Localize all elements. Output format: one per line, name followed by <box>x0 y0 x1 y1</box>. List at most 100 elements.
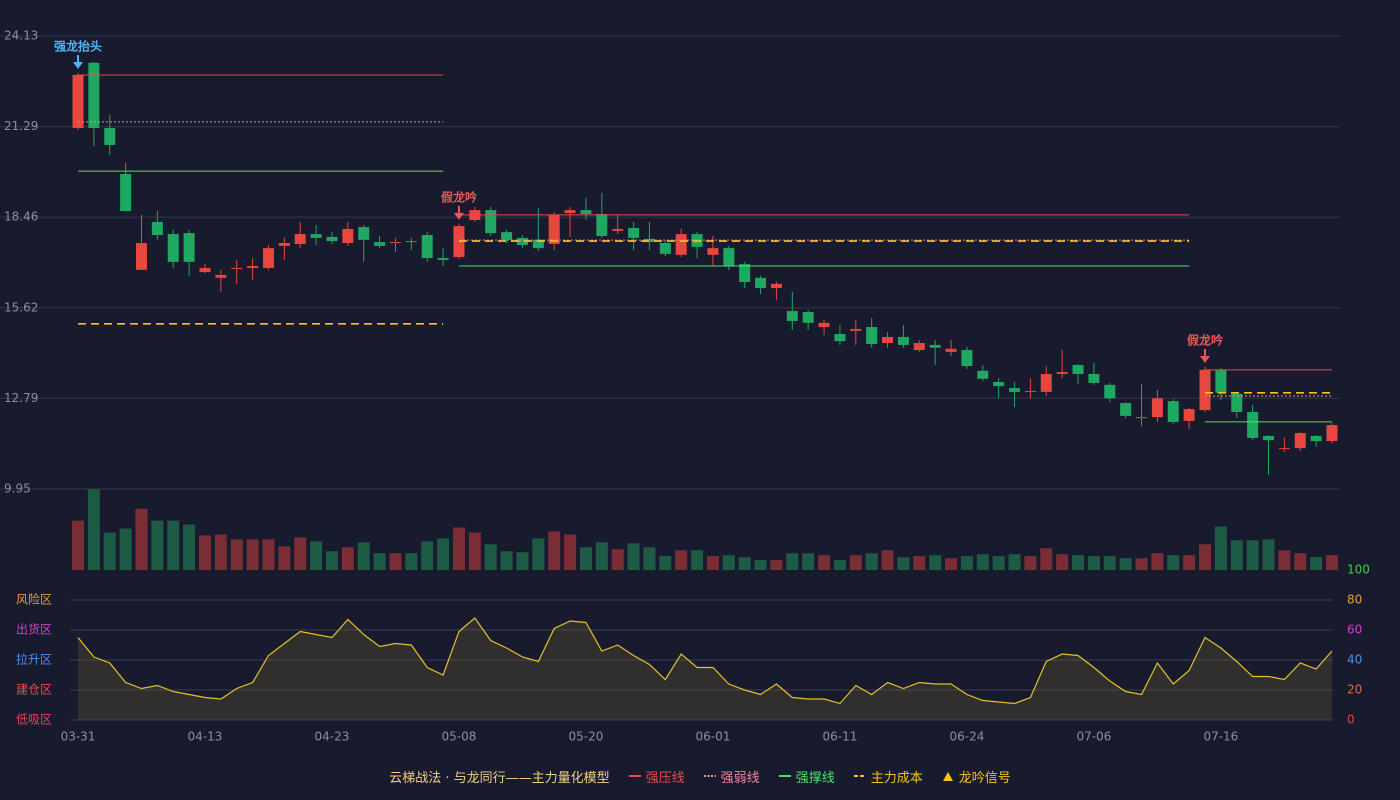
volume-bar <box>484 544 497 570</box>
candle-body <box>1151 398 1163 418</box>
legend-item: 龙吟信号 <box>941 767 1011 786</box>
candle-body <box>532 239 544 249</box>
legend-item: 强弱线 <box>703 767 760 786</box>
volume-bar <box>945 558 958 570</box>
volume-bar <box>929 555 942 570</box>
candle-body <box>961 350 973 367</box>
candle-body <box>596 213 608 236</box>
volume-bar <box>214 534 227 570</box>
volume-bar <box>294 537 307 570</box>
volume-bar <box>913 556 926 570</box>
candle-body <box>786 311 798 321</box>
volume-bar <box>389 553 402 570</box>
zone-label: 出货区 <box>16 622 52 637</box>
candle-body <box>739 264 751 282</box>
volume-bar <box>802 553 815 570</box>
indicator-line <box>77 617 1333 705</box>
candle-body <box>374 242 386 246</box>
volume-bar <box>643 547 656 570</box>
candle-body <box>913 343 925 351</box>
volume-bar <box>262 539 275 570</box>
x-tick-label: 06-01 <box>695 730 730 744</box>
legend-swatch <box>778 775 791 777</box>
candle-body <box>215 274 227 278</box>
volume-bar <box>198 535 211 570</box>
candle-body <box>437 258 449 260</box>
candle-body <box>1326 425 1338 442</box>
signal-label: 强龙抬头 <box>54 39 102 54</box>
x-tick-label: 05-20 <box>569 730 604 744</box>
candle-body <box>723 248 735 267</box>
volume-bar <box>246 539 259 570</box>
candle-body <box>929 344 941 348</box>
volume-bar <box>1151 553 1164 570</box>
volume-bar <box>1183 555 1196 570</box>
volume-bar <box>1230 540 1243 570</box>
candle-body <box>1120 403 1132 416</box>
x-tick-label: 07-06 <box>1076 730 1111 744</box>
candle-body <box>231 267 243 269</box>
volume-bar <box>770 560 783 570</box>
candle-body <box>1183 409 1195 421</box>
zone-label: 拉升区 <box>16 652 52 667</box>
candle-body <box>1199 369 1211 411</box>
volume-bar <box>1294 553 1307 570</box>
volume-bar <box>72 520 84 570</box>
candle-body <box>580 210 592 214</box>
volume-bar <box>1040 548 1053 570</box>
legend-swatch <box>853 775 866 777</box>
volume-bar <box>627 543 640 570</box>
volume-bar <box>659 556 672 570</box>
candle-body <box>1231 393 1243 413</box>
volume-bar <box>1199 544 1212 570</box>
candle-body <box>104 128 116 145</box>
candle-body <box>1294 433 1306 449</box>
candle-body <box>326 236 338 242</box>
legend-item: 强撑线 <box>778 767 835 786</box>
volume-bar <box>1278 550 1291 570</box>
candle-body <box>850 328 862 331</box>
legend-label: 主力成本 <box>870 770 923 786</box>
volume-bar <box>1056 554 1069 570</box>
candle-body <box>993 381 1005 387</box>
volume-bar <box>1167 555 1180 570</box>
candle-body <box>1136 417 1148 419</box>
x-tick-label: 06-11 <box>822 730 857 744</box>
candle-body <box>770 283 782 289</box>
candle-body <box>1247 412 1259 438</box>
legend-label: 强撑线 <box>795 770 835 786</box>
volume-bar <box>754 560 767 570</box>
signal-arrow-head <box>1200 355 1211 363</box>
candle-body <box>120 174 132 212</box>
candle-body <box>421 235 433 259</box>
volume-bar <box>722 555 735 570</box>
volume-bar <box>119 528 132 570</box>
x-tick-label: 04-13 <box>188 730 223 744</box>
volume-bar <box>87 489 100 570</box>
candle-body <box>247 266 259 268</box>
volume-bar <box>1087 556 1100 570</box>
candle-body <box>262 248 274 268</box>
candle-body <box>564 210 576 213</box>
volume-bar <box>1246 540 1259 570</box>
y-tick-label: 12.79 <box>4 391 38 405</box>
volume-bar <box>103 532 116 570</box>
y-tick-label: 60 <box>1347 623 1362 637</box>
candle-body <box>1278 448 1290 450</box>
y-tick-label: 80 <box>1347 593 1362 607</box>
y-tick-label: 15.62 <box>4 300 38 314</box>
legend-item: 强压线 <box>628 767 685 786</box>
signal-arrow-head <box>73 62 83 70</box>
legend-symbol <box>942 772 953 781</box>
volume-bar <box>1135 558 1148 570</box>
legend-swatch <box>703 775 716 777</box>
candle-body <box>516 237 528 245</box>
legend-item: 主力成本 <box>853 767 923 786</box>
volume-bar <box>595 542 608 570</box>
volume-bar <box>183 524 196 570</box>
y-tick-label: 20 <box>1347 683 1362 697</box>
volume-bar <box>151 520 164 570</box>
candle-body <box>675 234 687 255</box>
candle-body <box>707 248 719 255</box>
